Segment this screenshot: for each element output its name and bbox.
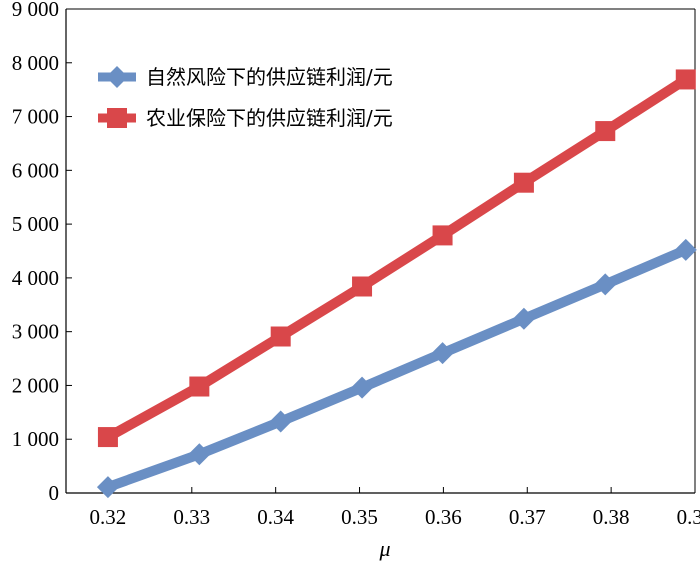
data-point: [351, 376, 374, 399]
data-point: [512, 307, 535, 330]
x-tick-label: 0.32: [90, 505, 127, 529]
y-axis-ticks: 0 1 000 2 000 3 000 4 000 5 000 6 000 7 000 8 00…: [12, 0, 72, 505]
data-point: [97, 427, 118, 448]
series-0: [96, 238, 697, 499]
x-tick-label: 0.35: [341, 505, 378, 529]
data-point: [594, 273, 617, 296]
y-tick-label: 7 000: [12, 105, 59, 129]
data-point: [675, 69, 696, 90]
legend-marker: [107, 108, 127, 128]
x-axis-ticks: 0.32 0.33 0.34 0.35 0.36 0.37 0.38 0.39: [90, 487, 700, 529]
x-tick-label: 0.33: [173, 505, 210, 529]
data-point: [674, 238, 697, 261]
series-line: [102, 244, 691, 493]
x-tick-label: 0.34: [257, 505, 294, 529]
data-point: [270, 326, 291, 347]
series-layer: [96, 69, 697, 499]
y-tick-label: 2 000: [12, 373, 59, 397]
x-tick-label: 0.37: [509, 505, 546, 529]
y-tick-label: 6 000: [12, 158, 59, 182]
data-point: [269, 410, 292, 433]
legend-label: 自然风险下的供应链利润/元: [146, 65, 393, 89]
data-point: [432, 225, 453, 246]
data-point: [189, 376, 210, 397]
x-axis-title: μ: [378, 536, 390, 561]
data-point: [96, 476, 119, 499]
y-tick-label: 8 000: [12, 51, 59, 75]
x-tick-label: 0.38: [593, 505, 630, 529]
data-point: [188, 443, 211, 466]
y-tick-label: 9 000: [12, 0, 59, 21]
legend-item: 农业保险下的供应链利润/元: [98, 106, 393, 130]
y-tick-label: 0: [49, 481, 60, 505]
y-tick-label: 1 000: [12, 427, 59, 451]
series-line: [102, 74, 691, 443]
legend-label: 农业保险下的供应链利润/元: [146, 106, 393, 130]
data-point: [595, 121, 616, 142]
data-point: [431, 342, 454, 365]
data-point: [513, 172, 534, 193]
series-1: [97, 69, 696, 448]
legend-item: 自然风险下的供应链利润/元: [98, 65, 393, 89]
legend-marker: [106, 66, 128, 88]
x-tick-label: 0.39: [677, 505, 700, 529]
y-tick-label: 5 000: [12, 212, 59, 236]
axes: [65, 8, 696, 494]
y-tick-label: 3 000: [12, 320, 59, 344]
x-tick-label: 0.36: [425, 505, 462, 529]
data-point: [352, 276, 373, 297]
y-tick-label: 4 000: [12, 266, 59, 290]
